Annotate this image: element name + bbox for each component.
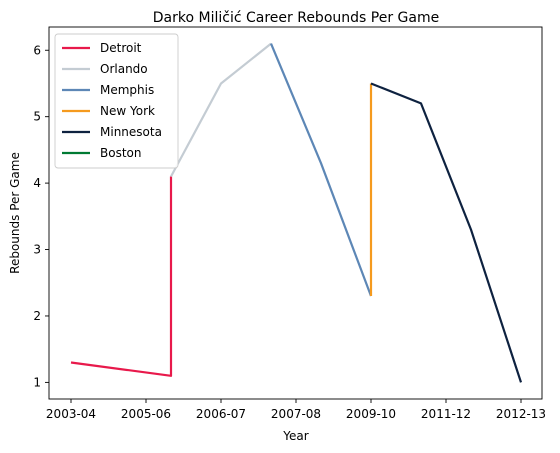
y-tick-label: 2 <box>33 309 41 323</box>
x-axis-ticks: 2003-04 2005-06 2006-07 2007-08 2009-10 2011-… <box>46 399 546 421</box>
y-tick-label: 6 <box>33 43 41 57</box>
series-layer <box>70 42 523 383</box>
x-tick-label: 2003-04 <box>46 407 96 421</box>
legend-frame <box>54 33 179 169</box>
y-axis-label: Rebounds Per Game <box>8 152 22 274</box>
x-tick-label: 2009-10 <box>346 407 396 421</box>
y-tick-label: 5 <box>33 110 41 124</box>
x-tick-label: 2007-08 <box>271 407 321 421</box>
series-line-2 <box>269 43 373 297</box>
x-tick-label: 2005-06 <box>121 407 171 421</box>
legend-label-5: Boston <box>100 146 141 160</box>
legend-label-0: Detroit <box>100 41 142 55</box>
series-line-0 <box>70 176 173 377</box>
chart-legend: Detroit Orlando Memphis New York Minnesota Bo… <box>54 33 179 169</box>
x-axis-label: Year <box>282 429 308 443</box>
chart-title: Darko Miličić Career Rebounds Per Game <box>153 10 439 26</box>
legend-label-4: Minnesota <box>100 125 162 139</box>
y-tick-label: 1 <box>33 375 41 389</box>
legend-label-2: Memphis <box>100 83 154 97</box>
series-line-4 <box>370 82 523 383</box>
y-axis-ticks: 1 2 3 4 5 6 <box>33 43 49 389</box>
x-tick-label: 2006-07 <box>196 407 246 421</box>
y-tick-label: 4 <box>33 176 41 190</box>
legend-label-3: New York <box>100 104 155 118</box>
x-tick-label: 2011-12 <box>421 407 471 421</box>
y-tick-label: 3 <box>33 243 41 257</box>
series-line-1 <box>170 42 272 178</box>
legend-label-1: Orlando <box>100 62 148 76</box>
x-tick-label: 2012-13 <box>496 407 546 421</box>
plot-area-frame <box>48 26 543 400</box>
